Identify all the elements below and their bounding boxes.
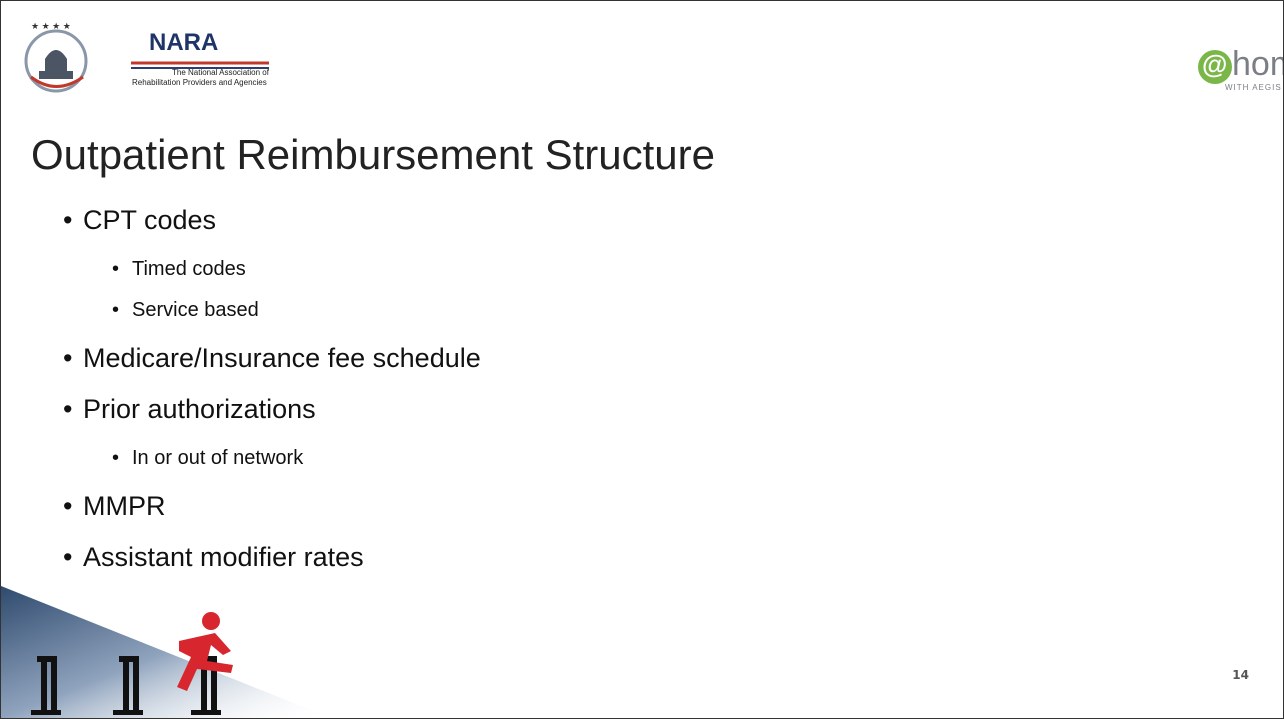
bullet-dot: •	[63, 343, 72, 374]
bullet-text: Medicare/Insurance fee schedule	[83, 343, 481, 373]
sub-bullet: •Service based	[132, 299, 259, 322]
bullet-dot: •	[63, 491, 72, 522]
bullet-text: Prior authorizations	[83, 394, 316, 424]
logo-at: @	[1202, 49, 1227, 80]
bullet-text: Assistant modifier rates	[83, 542, 364, 572]
bullet-dot: •	[63, 205, 72, 236]
sub-bullet: •In or out of network	[132, 447, 303, 470]
logo-name: NARA	[149, 29, 218, 57]
logo-line: The National Association of	[172, 68, 269, 77]
svg-text:★ ★ ★ ★: ★ ★ ★ ★	[31, 21, 71, 31]
bullet: •Medicare/Insurance fee schedule	[83, 343, 481, 374]
bullet-text: CPT codes	[83, 205, 216, 235]
logo-line: Rehabilitation Providers and Agencies	[132, 78, 267, 87]
bullet-dot: •	[112, 447, 119, 470]
bullet-text: In or out of network	[132, 447, 303, 469]
bullet: •Prior authorizations	[83, 394, 316, 425]
bullet-dot: •	[112, 258, 119, 281]
page-number: 14	[1232, 668, 1249, 682]
bullet-dot: •	[112, 299, 119, 322]
bullet-text: Timed codes	[132, 258, 246, 280]
bullet-dot: •	[63, 542, 72, 573]
bullet: •Assistant modifier rates	[83, 542, 364, 573]
bullet: •MMPR	[83, 491, 166, 522]
logo-home: home	[1232, 45, 1284, 84]
slide-title: Outpatient Reimbursement Structure	[31, 131, 715, 179]
bullet-dot: •	[63, 394, 72, 425]
bullet-text: Service based	[132, 299, 259, 321]
corner-gradient	[1, 586, 331, 718]
logo-tagline: WITH AEGIS	[1225, 83, 1282, 92]
slide: ★ ★ ★ ★ NARA The National Association of…	[0, 0, 1284, 719]
bullet: •CPT codes	[83, 205, 216, 236]
bullet-text: MMPR	[83, 491, 166, 521]
sub-bullet: •Timed codes	[132, 258, 246, 281]
